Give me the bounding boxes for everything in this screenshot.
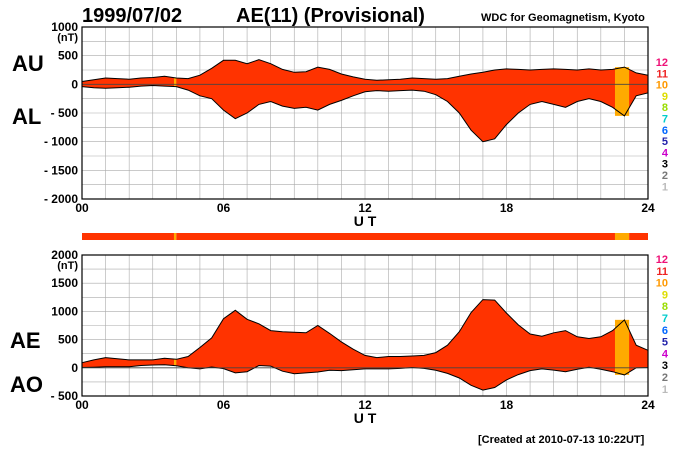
y-tick-label: - 500 (51, 106, 79, 120)
coverage-segment (82, 233, 174, 240)
legend-level: 1 (662, 384, 668, 396)
au-al-panel: 1000 500 0 - 500 - 1000 - 1500 - 2000 (nT) 00 06 1… (44, 20, 655, 229)
legend-level: 3 (662, 159, 668, 171)
legend-level: 12 (656, 254, 668, 266)
y-tick-label: 500 (58, 333, 78, 347)
ae-label: AE (10, 328, 41, 353)
legend-level: 2 (662, 372, 668, 384)
y-tick-label: 1500 (51, 276, 78, 290)
coverage-segment (629, 233, 648, 240)
x-tick-label: 06 (217, 398, 231, 412)
coverage-segment (173, 233, 177, 240)
legend-level: 7 (662, 313, 668, 325)
plot-frame (81, 254, 649, 397)
y-tick-label: 2000 (51, 248, 78, 262)
y-axis-unit: (nT) (57, 32, 78, 44)
x-tick-label: 12 (358, 398, 372, 412)
y-tick-label: 500 (58, 49, 78, 63)
ao-label: AO (10, 372, 43, 397)
x-tick-label: 24 (641, 398, 655, 412)
highlight-band (614, 67, 630, 116)
legend-level: 8 (662, 301, 668, 313)
legend-level: 6 (662, 325, 668, 337)
x-tick-label: 00 (75, 398, 89, 412)
legend-level: 8 (662, 102, 668, 114)
legend-level: 10 (656, 278, 668, 290)
x-tick-label: 00 (75, 201, 89, 215)
legend-level: 10 (656, 80, 668, 92)
plot-title: AE(11) (Provisional) (236, 5, 425, 27)
legend-level: 4 (662, 147, 669, 159)
al-line (81, 84, 649, 143)
x-tick-label: 18 (500, 398, 514, 412)
highlight-band (173, 359, 177, 366)
x-tick-label: 06 (217, 201, 231, 215)
highlight-band (614, 319, 630, 375)
x-axis-label: U T (354, 410, 377, 426)
y-tick-label: 0 (71, 77, 78, 91)
ae-line (81, 299, 649, 364)
au-label: AU (12, 51, 44, 76)
legend-level: 7 (662, 114, 668, 126)
ao-line (81, 364, 649, 391)
legend-level: 2 (662, 170, 668, 182)
y-tick-label: 1000 (51, 20, 78, 34)
institution-label: WDC for Geomagnetism, Kyoto (481, 12, 645, 24)
legend-level: 12 (656, 57, 668, 69)
x-axis-label: U T (354, 213, 377, 229)
y-tick-label: - 2000 (44, 192, 78, 206)
y-tick-label: - 1000 (44, 135, 78, 149)
legend-level: 4 (662, 348, 669, 360)
x-tick-label: 18 (500, 201, 514, 215)
legend-level: 9 (662, 91, 668, 103)
legend-level: 5 (662, 136, 668, 148)
y-tick-label: 1000 (51, 304, 78, 318)
legend-level: 1 (662, 181, 668, 193)
y-tick-label: - 500 (51, 389, 79, 403)
plot-frame (81, 26, 649, 200)
highlight-band (173, 78, 177, 87)
envelope-area (82, 59, 648, 142)
y-tick-label: - 1500 (44, 163, 78, 177)
x-tick-label: 24 (641, 201, 655, 215)
legend-level: 11 (656, 68, 668, 80)
y-tick-label: 0 (71, 361, 78, 375)
ae-ao-panel: 2000 1500 1000 500 0 - 500 (nT) 00 06 12 18 24 U T (51, 248, 655, 426)
created-timestamp: [Created at 2010-07-13 10:22UT] (478, 434, 645, 446)
coverage-segment (176, 233, 615, 240)
y-axis-unit: (nT) (57, 260, 78, 272)
legend-level: 3 (662, 360, 668, 372)
coverage-segment (614, 233, 630, 240)
legend-level: 5 (662, 337, 668, 349)
coverage-bar (82, 233, 648, 240)
x-tick-label: 12 (358, 201, 372, 215)
plot-date: 1999/07/02 (82, 5, 182, 27)
legend-level: 6 (662, 125, 668, 137)
legend-level: 9 (662, 289, 668, 301)
legend-level: 11 (656, 266, 668, 278)
au-line (81, 59, 649, 82)
al-label: AL (12, 104, 41, 129)
